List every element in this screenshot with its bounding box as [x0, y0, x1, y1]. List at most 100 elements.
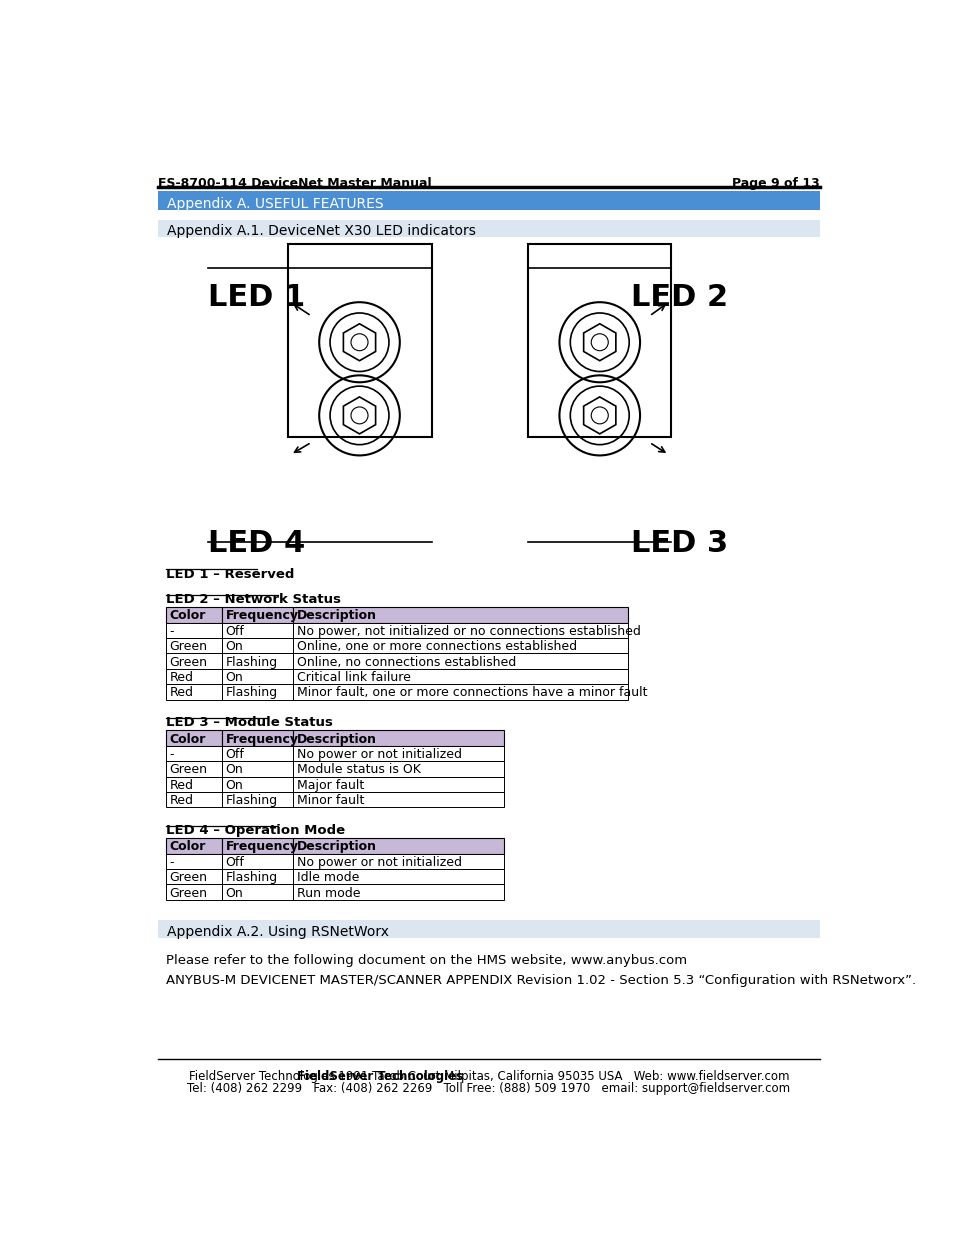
Text: Flashing: Flashing	[225, 656, 277, 668]
Text: LED 2: LED 2	[630, 283, 727, 312]
Text: Flashing: Flashing	[225, 871, 277, 884]
Bar	[166, 608, 221, 622]
Bar	[158, 920, 819, 939]
Text: Module status is OK: Module status is OK	[296, 763, 420, 777]
Bar	[221, 761, 293, 777]
Bar	[166, 746, 221, 761]
Text: LED 1: LED 1	[208, 283, 305, 312]
Bar	[293, 668, 627, 684]
Bar	[221, 622, 293, 638]
Text: Off: Off	[225, 625, 244, 637]
Text: FieldServer Technologies 1991 Tarob Court Milpitas, California 95035 USA   Web: : FieldServer Technologies 1991 Tarob Cour…	[189, 1070, 788, 1083]
Text: Tel: (408) 262 2299   Fax: (408) 262 2269   Toll Free: (888) 509 1970   email: s: Tel: (408) 262 2299 Fax: (408) 262 2269 …	[187, 1082, 790, 1095]
Text: -: -	[170, 748, 174, 761]
Bar	[221, 668, 293, 684]
Bar	[221, 684, 293, 699]
Bar	[293, 884, 503, 900]
Text: Appendix A.1. DeviceNet X30 LED indicators: Appendix A.1. DeviceNet X30 LED indicato…	[167, 225, 476, 238]
Bar	[288, 245, 431, 437]
Text: Frequency: Frequency	[225, 841, 298, 853]
Text: Online, no connections established: Online, no connections established	[296, 656, 516, 668]
Text: LED 4 – Operation Mode: LED 4 – Operation Mode	[166, 824, 345, 837]
Text: No power or not initialized: No power or not initialized	[296, 856, 461, 869]
Text: LED 2 – Network Status: LED 2 – Network Status	[166, 593, 340, 606]
Bar	[221, 608, 293, 622]
Text: -: -	[170, 856, 174, 869]
Bar	[166, 777, 221, 792]
Text: Description: Description	[296, 732, 376, 746]
Text: ANYBUS-M DEVICENET MASTER/SCANNER APPENDIX Revision 1.02 - Section 5.3 “Configur: ANYBUS-M DEVICENET MASTER/SCANNER APPEND…	[166, 973, 915, 987]
Text: LED 3: LED 3	[630, 530, 727, 558]
Text: Off: Off	[225, 856, 244, 869]
Text: LED 4: LED 4	[208, 530, 305, 558]
Bar	[166, 792, 221, 808]
Text: On: On	[225, 763, 243, 777]
Bar	[221, 853, 293, 869]
Text: Color: Color	[170, 841, 206, 853]
Bar	[221, 777, 293, 792]
Text: Please refer to the following document on the HMS website, www.anybus.com: Please refer to the following document o…	[166, 953, 686, 967]
Text: Flashing: Flashing	[225, 794, 277, 808]
Bar	[293, 684, 627, 699]
Bar	[221, 638, 293, 653]
Text: Online, one or more connections established: Online, one or more connections establis…	[296, 640, 577, 653]
Bar	[221, 653, 293, 668]
Text: Green: Green	[170, 640, 208, 653]
Text: Green: Green	[170, 887, 208, 899]
Text: -: -	[170, 625, 174, 637]
Bar	[166, 730, 221, 746]
Bar	[293, 777, 503, 792]
Text: On: On	[225, 887, 243, 899]
Bar	[158, 220, 819, 237]
Bar	[166, 653, 221, 668]
Bar	[293, 746, 503, 761]
Text: FS-8700-114 DeviceNet Master Manual: FS-8700-114 DeviceNet Master Manual	[158, 178, 431, 190]
Bar	[293, 622, 627, 638]
Text: Green: Green	[170, 871, 208, 884]
Text: Flashing: Flashing	[225, 687, 277, 699]
Text: Run mode: Run mode	[296, 887, 360, 899]
Text: Major fault: Major fault	[296, 779, 364, 792]
Text: On: On	[225, 640, 243, 653]
Bar	[293, 761, 503, 777]
Text: Frequency: Frequency	[225, 732, 298, 746]
Text: Green: Green	[170, 656, 208, 668]
Bar	[221, 730, 293, 746]
Text: On: On	[225, 671, 243, 684]
Bar	[166, 839, 221, 853]
Bar	[221, 746, 293, 761]
Bar	[158, 191, 819, 210]
Bar	[166, 853, 221, 869]
Bar	[293, 839, 503, 853]
Bar	[166, 761, 221, 777]
Bar	[221, 884, 293, 900]
Bar	[293, 638, 627, 653]
Bar	[166, 668, 221, 684]
Bar	[166, 884, 221, 900]
Bar	[293, 730, 503, 746]
Text: No power, not initialized or no connections established: No power, not initialized or no connecti…	[296, 625, 639, 637]
Text: Minor fault, one or more connections have a minor fault: Minor fault, one or more connections hav…	[296, 687, 646, 699]
Bar	[293, 608, 627, 622]
Bar	[221, 792, 293, 808]
Text: LED 3 – Module Status: LED 3 – Module Status	[166, 716, 333, 730]
Bar	[293, 653, 627, 668]
Bar	[166, 638, 221, 653]
Text: Frequency: Frequency	[225, 609, 298, 622]
Text: Red: Red	[170, 794, 193, 808]
Text: Description: Description	[296, 841, 376, 853]
Text: Critical link failure: Critical link failure	[296, 671, 410, 684]
Bar	[293, 853, 503, 869]
Bar	[166, 684, 221, 699]
Text: Off: Off	[225, 748, 244, 761]
Bar	[527, 245, 670, 437]
Bar	[166, 622, 221, 638]
Bar	[221, 839, 293, 853]
Text: Red: Red	[170, 671, 193, 684]
Text: Minor fault: Minor fault	[296, 794, 364, 808]
Text: Green: Green	[170, 763, 208, 777]
Text: Color: Color	[170, 609, 206, 622]
Text: LED 1 – Reserved: LED 1 – Reserved	[166, 568, 294, 580]
Text: No power or not initialized: No power or not initialized	[296, 748, 461, 761]
Text: Page 9 of 13: Page 9 of 13	[731, 178, 819, 190]
